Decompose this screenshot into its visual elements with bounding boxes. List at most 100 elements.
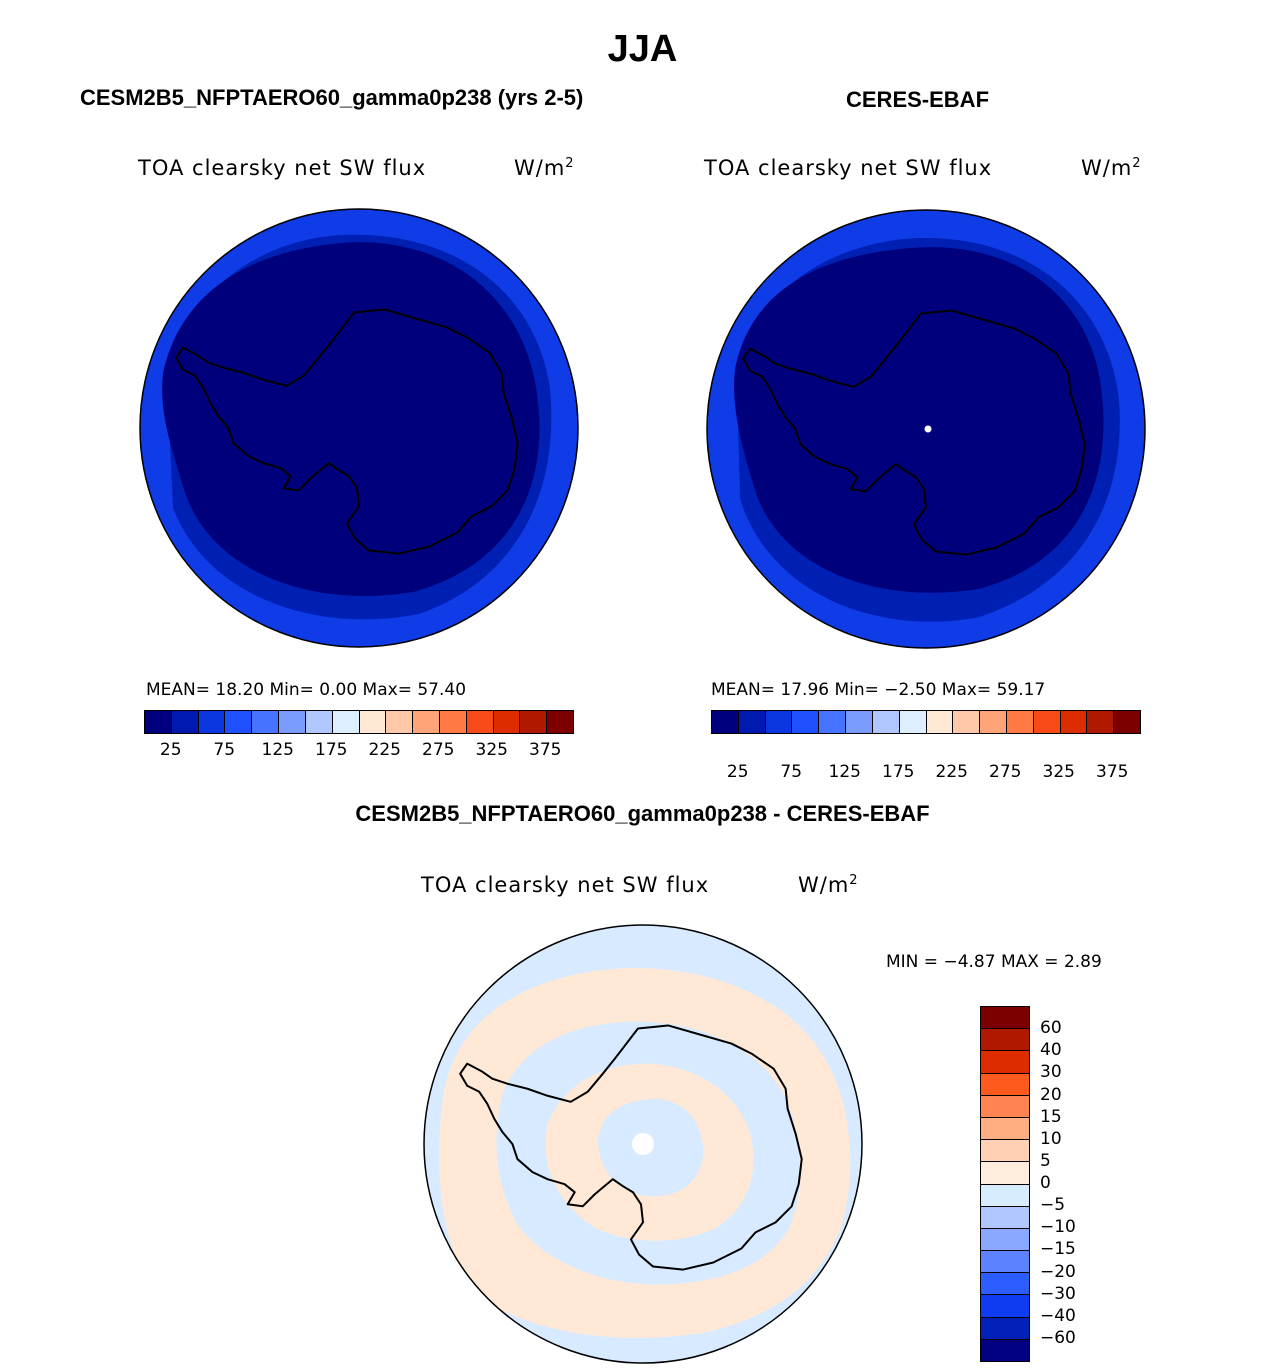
colorbar-swatch <box>981 1339 1029 1361</box>
colorbar-swatch <box>981 1029 1029 1052</box>
colorbar-swatch <box>198 711 226 733</box>
colorbar-tick-label: 325 <box>1042 762 1075 782</box>
colorbar-swatch <box>953 711 981 733</box>
panel3-unit-label: W/m2 <box>798 873 859 897</box>
colorbar-tick-label: −30 <box>1040 1283 1076 1304</box>
colorbar-tick-label: 325 <box>475 740 508 760</box>
colorbar-swatch <box>765 711 793 733</box>
panel1-colorbar-ticks: 25 75 125 175 225 275 325 375 <box>144 740 572 762</box>
colorbar-tick-label: 20 <box>1040 1084 1062 1105</box>
panel1-colorbar <box>144 710 574 734</box>
panel2-colorbar-ticks: 25 75 125 175 225 275 325 375 <box>711 762 1139 784</box>
colorbar-swatch <box>359 711 387 733</box>
colorbar-tick-label: 275 <box>989 762 1022 782</box>
colorbar-swatch <box>981 1184 1029 1207</box>
colorbar-tick-label: −15 <box>1040 1239 1076 1260</box>
colorbar-tick-label: 125 <box>261 740 294 760</box>
panel2-antarctica-coastline <box>742 309 1086 556</box>
colorbar-swatch <box>980 711 1007 733</box>
colorbar-tick-label: 175 <box>315 740 348 760</box>
colorbar-swatch <box>981 1317 1029 1340</box>
panel3-antarctica-coastline <box>459 1024 803 1271</box>
panel2-colorbar <box>711 710 1141 734</box>
colorbar-swatch <box>466 711 494 733</box>
colorbar-swatch <box>899 711 927 733</box>
colorbar-swatch <box>981 1095 1029 1118</box>
colorbar-tick-label: 25 <box>159 740 182 760</box>
colorbar-tick-label: −5 <box>1040 1195 1066 1216</box>
colorbar-swatch <box>981 1007 1029 1030</box>
colorbar-swatch <box>252 711 280 733</box>
colorbar-swatch <box>145 711 172 733</box>
panel3-variable-label: TOA clearsky net SW flux <box>421 873 710 897</box>
colorbar-swatch <box>981 1228 1029 1252</box>
colorbar-swatch <box>981 1206 1029 1229</box>
colorbar-swatch <box>279 711 306 733</box>
colorbar-tick-label: 25 <box>726 762 749 782</box>
panel1-title: CESM2B5_NFPTAERO60_gamma0p238 (yrs 2-5) <box>80 85 584 110</box>
colorbar-swatch <box>1006 711 1034 733</box>
panel3-polar-map <box>423 924 863 1364</box>
colorbar-swatch <box>981 1073 1029 1096</box>
colorbar-tick-label: 40 <box>1040 1040 1062 1061</box>
colorbar-swatch <box>413 711 440 733</box>
colorbar-swatch <box>872 711 900 733</box>
colorbar-swatch <box>520 711 548 733</box>
panel2-interior-field <box>734 247 1104 593</box>
panel2-unit-label: W/m2 <box>1081 156 1142 180</box>
panel1-polar-map <box>139 208 579 648</box>
colorbar-swatch <box>792 711 820 733</box>
colorbar-swatch <box>738 711 766 733</box>
colorbar-swatch <box>981 1251 1029 1274</box>
colorbar-swatch <box>332 711 360 733</box>
colorbar-tick-label: −60 <box>1040 1327 1076 1348</box>
colorbar-tick-label: 225 <box>368 740 401 760</box>
colorbar-tick-label: 15 <box>1040 1106 1062 1127</box>
colorbar-tick-label: 0 <box>1040 1173 1051 1193</box>
colorbar-swatch <box>171 711 199 733</box>
panel2-stats: MEAN= 17.96 Min= −2.50 Max= 59.17 <box>711 680 1046 700</box>
colorbar-tick-label: 60 <box>1040 1018 1062 1039</box>
colorbar-swatch <box>926 711 954 733</box>
colorbar-tick-label: −40 <box>1040 1305 1076 1326</box>
colorbar-swatch <box>981 1140 1029 1163</box>
panel2-polar-map <box>706 209 1146 649</box>
colorbar-swatch <box>981 1117 1029 1141</box>
panel2-variable-label: TOA clearsky net SW flux <box>704 156 993 180</box>
colorbar-tick-label: 75 <box>780 762 803 782</box>
colorbar-swatch <box>439 711 467 733</box>
colorbar-tick-label: 5 <box>1040 1150 1051 1171</box>
colorbar-swatch <box>819 711 847 733</box>
colorbar-tick-label: 75 <box>213 740 236 760</box>
panel3-pole-missing-point <box>631 1132 655 1156</box>
colorbar-swatch <box>547 711 573 733</box>
panel3-stats: MIN = −4.87 MAX = 2.89 <box>886 952 1102 972</box>
colorbar-swatch <box>1060 711 1088 733</box>
panel1-variable-label: TOA clearsky net SW flux <box>138 156 427 180</box>
panel2-pole-missing-point <box>924 425 932 433</box>
colorbar-swatch <box>846 711 873 733</box>
colorbar-swatch <box>712 711 739 733</box>
panel2-title: CERES-EBAF <box>846 87 990 112</box>
main-title: JJA <box>607 28 678 70</box>
colorbar-swatch <box>981 1273 1029 1296</box>
panel3-title: CESM2B5_NFPTAERO60_gamma0p238 - CERES-EB… <box>355 801 930 826</box>
colorbar-swatch <box>493 711 521 733</box>
colorbar-tick-label: 125 <box>828 762 861 782</box>
colorbar-tick-label: 10 <box>1040 1128 1062 1149</box>
colorbar-swatch <box>1114 711 1140 733</box>
colorbar-tick-label: 225 <box>935 762 968 782</box>
colorbar-swatch <box>981 1162 1029 1185</box>
panel1-antarctica-coastline <box>175 308 519 555</box>
colorbar-tick-label: 375 <box>1096 762 1129 782</box>
panel3-colorbar <box>980 1006 1030 1362</box>
colorbar-swatch <box>225 711 253 733</box>
colorbar-tick-label: −20 <box>1040 1261 1076 1282</box>
colorbar-swatch <box>1033 711 1061 733</box>
colorbar-swatch <box>305 711 333 733</box>
colorbar-tick-label: 375 <box>529 740 562 760</box>
colorbar-tick-label: 175 <box>882 762 915 782</box>
panel3-colorbar-ticks: 60 40 30 20 15 10 5 0 −5 −10 −15 −20 −30 −40 −60 <box>1040 1006 1100 1360</box>
colorbar-tick-label: −10 <box>1040 1217 1076 1238</box>
colorbar-tick-label: 30 <box>1040 1062 1062 1083</box>
